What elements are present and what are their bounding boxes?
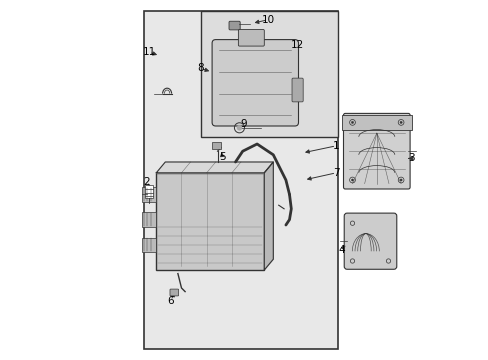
Bar — [142, 212, 156, 227]
Bar — [212, 142, 221, 149]
Bar — [142, 187, 156, 202]
Text: 4: 4 — [338, 245, 345, 255]
Bar — [145, 185, 153, 198]
Circle shape — [399, 121, 401, 123]
Polygon shape — [264, 162, 273, 270]
Text: 2: 2 — [143, 177, 150, 187]
Text: 11: 11 — [142, 47, 155, 57]
Text: 6: 6 — [167, 296, 174, 306]
FancyBboxPatch shape — [228, 21, 240, 30]
Bar — [142, 238, 156, 252]
Text: 8: 8 — [197, 63, 203, 73]
Text: 10: 10 — [261, 15, 274, 25]
FancyBboxPatch shape — [344, 213, 396, 269]
Bar — [143, 11, 337, 349]
Text: 3: 3 — [408, 153, 414, 163]
Circle shape — [237, 125, 242, 130]
Circle shape — [351, 121, 353, 123]
Text: 9: 9 — [240, 119, 246, 129]
FancyBboxPatch shape — [170, 289, 178, 296]
Circle shape — [351, 179, 353, 181]
FancyBboxPatch shape — [291, 78, 303, 102]
Text: 5: 5 — [219, 152, 225, 162]
Circle shape — [399, 179, 401, 181]
Bar — [156, 173, 264, 270]
Text: 1: 1 — [332, 141, 339, 151]
Polygon shape — [156, 162, 273, 173]
Text: 12: 12 — [290, 40, 304, 50]
FancyBboxPatch shape — [212, 40, 298, 126]
FancyBboxPatch shape — [343, 113, 409, 189]
Text: 7: 7 — [332, 168, 339, 178]
Bar — [341, 115, 411, 130]
Bar — [201, 11, 337, 137]
FancyBboxPatch shape — [238, 30, 264, 46]
